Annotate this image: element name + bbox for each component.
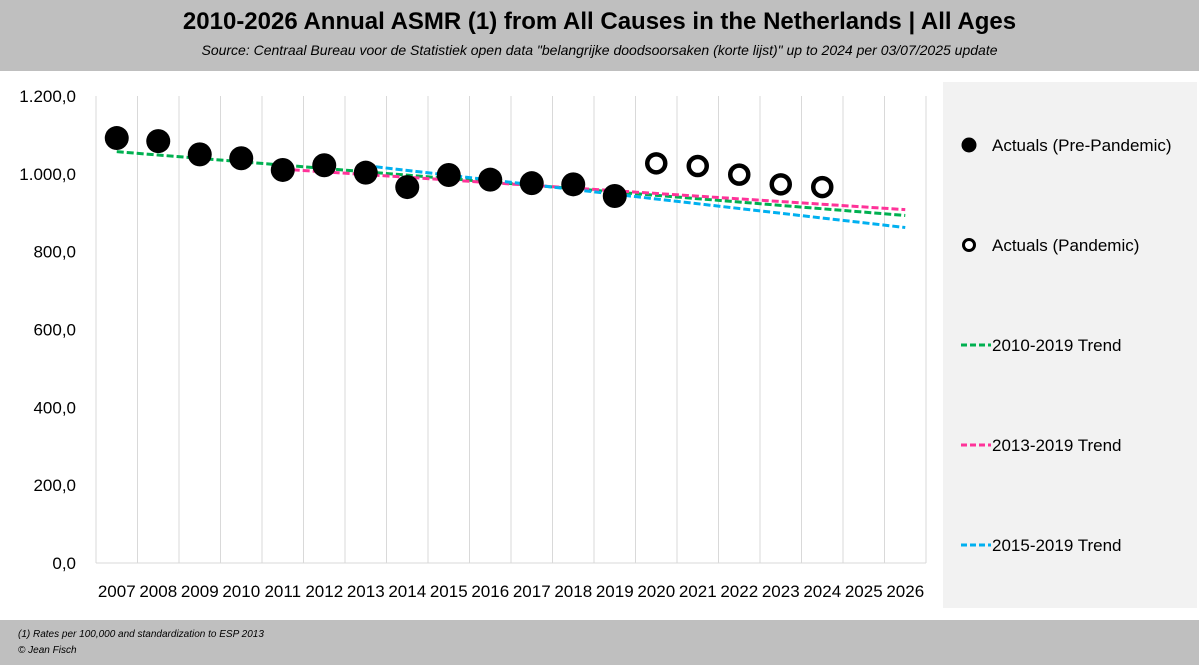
data-point-pre-pandemic xyxy=(312,153,337,178)
chart-plot: 0,0 200,0 400,0 600,0 800,0 1.000,0 1.200,0 200… xyxy=(19,87,927,601)
chart-footer: (1) Rates per 100,000 and standardizatio… xyxy=(0,620,1199,665)
chart-header: 2010-2026 Annual ASMR (1) from All Cause… xyxy=(0,0,1199,71)
data-point-pre-pandemic xyxy=(270,157,295,182)
legend-item-pandemic: Actuals (Pandemic) xyxy=(943,230,1197,260)
x-tick-label: 2015 xyxy=(430,582,468,601)
filled-dot-icon xyxy=(961,137,977,153)
legend-label: Actuals (Pre-Pandemic) xyxy=(992,136,1172,155)
y-tick-label: 1.200,0 xyxy=(19,87,76,106)
data-point-pre-pandemic xyxy=(187,142,212,167)
data-point-pre-pandemic xyxy=(519,171,544,196)
y-tick-label: 0,0 xyxy=(52,554,76,573)
data-point-pre-pandemic xyxy=(146,129,171,154)
x-tick-label: 2020 xyxy=(637,582,675,601)
data-point-pandemic xyxy=(645,152,668,175)
legend-item-trend-2010-2019: 2010-2019 Trend xyxy=(943,330,1197,360)
data-point-pre-pandemic xyxy=(104,126,129,151)
x-tick-label: 2021 xyxy=(679,582,717,601)
blue-dash-line-icon xyxy=(961,543,991,547)
legend-item-pre-pandemic: Actuals (Pre-Pandemic) xyxy=(943,130,1197,160)
legend: Actuals (Pre-Pandemic) Actuals (Pandemic… xyxy=(943,82,1197,608)
data-point-pre-pandemic xyxy=(229,146,254,171)
footnote-rates: (1) Rates per 100,000 and standardizatio… xyxy=(18,629,264,640)
data-point-pre-pandemic xyxy=(602,184,627,209)
data-point-pre-pandemic xyxy=(561,172,586,197)
y-tick-label: 1.000,0 xyxy=(19,165,76,184)
y-tick-label: 200,0 xyxy=(33,476,76,495)
y-tick-label: 800,0 xyxy=(33,243,76,262)
x-tick-label: 2014 xyxy=(388,582,426,601)
chart-subtitle: Source: Centraal Bureau voor de Statisti… xyxy=(201,42,998,58)
x-tick-label: 2024 xyxy=(803,582,841,601)
x-tick-label: 2007 xyxy=(98,582,136,601)
legend-label: 2013-2019 Trend xyxy=(992,436,1122,455)
x-tick-label: 2010 xyxy=(222,582,260,601)
trend-line-2013-2019-trend xyxy=(282,167,906,212)
data-point-pandemic xyxy=(811,175,834,199)
legend-label: Actuals (Pandemic) xyxy=(992,236,1140,255)
legend-item-trend-2015-2019: 2015-2019 Trend xyxy=(943,530,1197,560)
legend-label: 2010-2019 Trend xyxy=(992,336,1122,355)
x-tick-label: 2013 xyxy=(347,582,385,601)
x-tick-label: 2025 xyxy=(845,582,883,601)
y-tick-label: 400,0 xyxy=(33,398,76,417)
legend-item-trend-2013-2019: 2013-2019 Trend xyxy=(943,430,1197,460)
x-tick-label: 2017 xyxy=(513,582,551,601)
hollow-dot-icon xyxy=(962,238,976,252)
x-tick-label: 2011 xyxy=(264,582,301,601)
x-tick-label: 2019 xyxy=(596,582,634,601)
data-point-pandemic xyxy=(728,163,751,186)
y-tick-label: 600,0 xyxy=(33,321,76,340)
x-tick-label: 2016 xyxy=(471,582,509,601)
data-point-pandemic xyxy=(769,173,792,196)
data-point-pre-pandemic xyxy=(395,175,420,200)
x-tick-label: 2009 xyxy=(181,582,219,601)
x-tick-label: 2008 xyxy=(139,582,177,601)
x-tick-label: 2018 xyxy=(554,582,592,601)
footnote-copyright: © Jean Fisch xyxy=(18,645,77,656)
chart-title: 2010-2026 Annual ASMR (1) from All Cause… xyxy=(182,8,1017,35)
data-point-pre-pandemic xyxy=(436,163,461,188)
pink-dash-line-icon xyxy=(961,443,991,447)
data-point-pandemic xyxy=(686,154,709,178)
x-tick-label: 2012 xyxy=(305,582,343,601)
data-point-pre-pandemic xyxy=(478,167,503,192)
legend-label: 2015-2019 Trend xyxy=(992,536,1122,555)
x-tick-label: 2023 xyxy=(762,582,800,601)
green-dash-line-icon xyxy=(961,343,991,347)
x-tick-label: 2026 xyxy=(886,582,924,601)
x-tick-label: 2022 xyxy=(720,582,758,601)
data-point-pre-pandemic xyxy=(353,160,378,185)
